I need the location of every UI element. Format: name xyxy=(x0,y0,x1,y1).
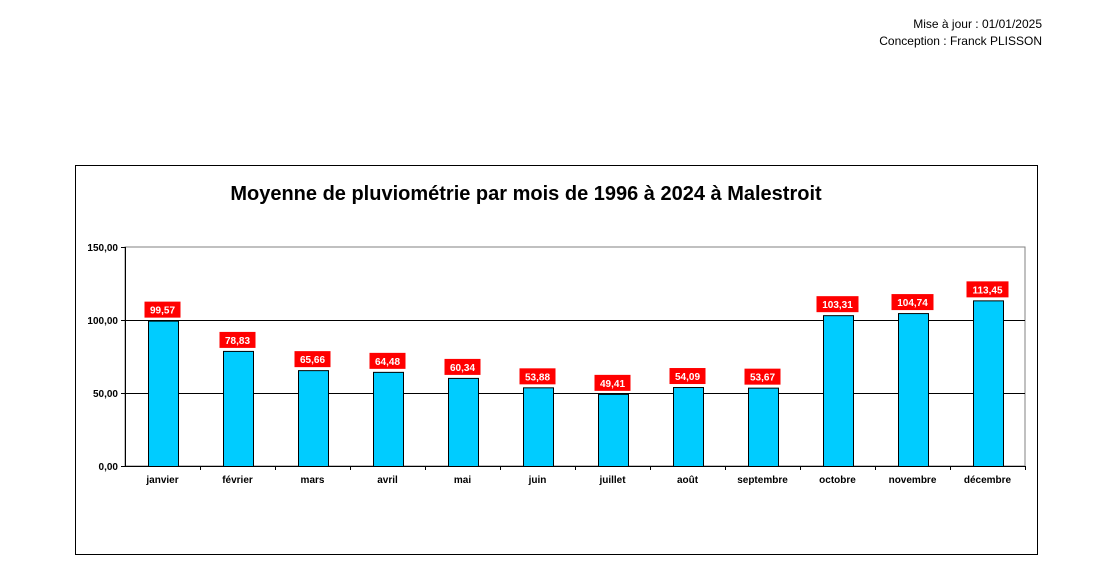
x-tick-label: juin xyxy=(528,475,547,486)
data-label-bg xyxy=(891,294,934,311)
update-date: Mise à jour : 01/01/2025 xyxy=(913,17,1042,31)
x-tick-label: février xyxy=(222,475,253,486)
data-label: 60,34 xyxy=(450,363,475,374)
data-label: 78,83 xyxy=(225,336,250,347)
chart-title: Moyenne de pluviométrie par mois de 1996… xyxy=(230,183,822,205)
bar xyxy=(598,393,629,467)
data-label: 113,45 xyxy=(972,285,1002,296)
author-credit: Conception : Franck PLISSON xyxy=(879,34,1042,48)
bar xyxy=(823,315,854,467)
x-tick-label: août xyxy=(677,475,699,486)
bar xyxy=(673,387,704,467)
data-label-bg xyxy=(294,351,331,368)
data-label-bg xyxy=(219,331,256,348)
bar xyxy=(448,377,479,467)
data-label: 53,88 xyxy=(525,372,550,383)
x-tick-label: novembre xyxy=(889,475,937,486)
data-label-bg xyxy=(816,296,859,313)
data-label: 104,74 xyxy=(897,298,928,309)
bar xyxy=(373,371,404,467)
bar xyxy=(148,320,179,467)
x-tick-label: décembre xyxy=(964,475,1012,486)
bar xyxy=(748,387,779,468)
x-tick-label: avril xyxy=(377,475,398,486)
bar xyxy=(298,370,329,468)
x-tick-label: juillet xyxy=(598,475,626,486)
data-label-bg xyxy=(369,352,406,369)
y-tick-label: 150,00 xyxy=(87,243,118,254)
x-tick-label: mars xyxy=(301,475,325,486)
x-tick-label: mai xyxy=(454,475,471,486)
y-tick-label: 100,00 xyxy=(87,316,118,327)
data-label-bg xyxy=(594,374,631,391)
data-label-bg xyxy=(669,368,706,385)
data-label-bg xyxy=(144,301,181,318)
bar xyxy=(973,300,1004,467)
data-label: 54,09 xyxy=(675,372,700,383)
data-label: 49,41 xyxy=(600,379,625,390)
data-label-bg xyxy=(444,358,481,375)
y-tick-label: 50,00 xyxy=(93,389,118,400)
data-label-bg xyxy=(966,281,1009,298)
data-label: 103,31 xyxy=(822,300,853,311)
data-label: 99,57 xyxy=(150,306,175,317)
bar xyxy=(223,350,254,467)
bar xyxy=(898,313,929,467)
data-label: 53,67 xyxy=(750,373,775,384)
x-tick-label: janvier xyxy=(145,475,178,486)
data-label: 64,48 xyxy=(375,357,400,368)
page-meta: Mise à jour : 01/01/2025 Conception : Fr… xyxy=(780,16,1042,50)
x-tick-label: septembre xyxy=(737,475,788,486)
bar xyxy=(523,387,554,468)
plot-area xyxy=(124,246,1026,467)
x-tick-label: octobre xyxy=(819,475,856,486)
data-label: 65,66 xyxy=(300,355,325,366)
y-tick-label: 0,00 xyxy=(99,462,119,473)
data-label-bg xyxy=(744,368,781,385)
data-label-bg xyxy=(519,368,556,385)
